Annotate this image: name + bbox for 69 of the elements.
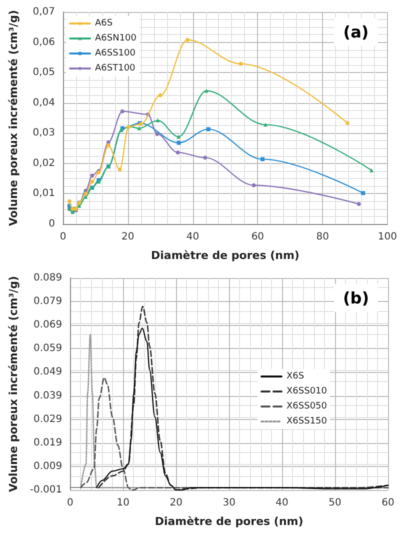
- x-tick-label: 20: [170, 498, 182, 508]
- legend-label: A6ST100: [95, 64, 136, 74]
- y-axis-title: Volume poreux incrémenté (cm³/g): [7, 276, 20, 492]
- point: [106, 143, 110, 148]
- legend-label: X6S: [286, 372, 304, 382]
- point: [346, 121, 350, 126]
- y-axis-title: Volume poreux incrémenté (cm³/g): [7, 10, 20, 226]
- y-tick-label: 0.009: [33, 460, 62, 472]
- y-tick-label: -0.001: [30, 484, 62, 496]
- point: [158, 93, 162, 98]
- point: [186, 38, 190, 42]
- annotation: (a): [343, 22, 369, 42]
- point: [156, 118, 160, 122]
- x-axis-title: Diamètre de pores (nm): [154, 515, 304, 528]
- y-tick-label: 0.019: [33, 437, 62, 448]
- x-tick-label: 100: [378, 232, 398, 242]
- y-tick-label: 0,06: [32, 36, 55, 48]
- y-tick-label: 0.029: [33, 414, 62, 425]
- legend-label: A6S: [95, 18, 113, 28]
- x-tick-label: 40: [276, 498, 288, 508]
- point: [263, 122, 268, 127]
- point: [361, 191, 366, 196]
- y-tick-label: 0,04: [32, 97, 55, 108]
- y-tick-label: 0.049: [33, 366, 62, 378]
- x-tick-label: 40: [186, 232, 200, 242]
- point: [106, 140, 110, 144]
- point: [137, 126, 142, 130]
- x-tick-label: 50: [328, 498, 342, 508]
- y-tick-label: 0.059: [33, 343, 62, 354]
- x-tick-label: 30: [222, 498, 236, 508]
- x-tick-label: 60: [382, 498, 394, 508]
- y-tick-label: 0.089: [33, 272, 62, 284]
- point: [90, 174, 94, 178]
- legend-label: X6SS050: [286, 402, 328, 412]
- point: [90, 180, 94, 184]
- y-tick-label: 0.039: [33, 390, 62, 402]
- point: [155, 132, 160, 136]
- point: [356, 202, 361, 206]
- x-tick-label: 20: [122, 232, 134, 242]
- annotation: (b): [342, 288, 370, 308]
- point: [176, 134, 181, 139]
- x-tick-label: 60: [251, 232, 264, 242]
- point: [67, 199, 72, 204]
- point: [238, 62, 243, 66]
- x-tick-label: 0: [66, 498, 74, 508]
- point: [206, 127, 210, 132]
- y-tick-label: 0,05: [32, 67, 55, 78]
- point: [203, 156, 208, 160]
- point: [252, 183, 256, 188]
- legend-label: A6SN100: [95, 34, 137, 44]
- point: [260, 157, 265, 162]
- x-tick-label: 10: [116, 498, 130, 508]
- x-tick-label: 80: [316, 232, 329, 242]
- legend-label: X6SS010: [286, 386, 328, 396]
- y-tick-label: 0,03: [32, 128, 55, 139]
- legend-label: X6SS150: [286, 416, 328, 426]
- y-tick-label: 0: [48, 218, 55, 230]
- point: [176, 140, 181, 145]
- y-tick-label: 0.069: [33, 320, 62, 331]
- legend-label: A6SS100: [95, 48, 136, 58]
- point: [120, 109, 124, 114]
- point: [176, 150, 180, 155]
- point: [370, 168, 374, 172]
- y-tick-label: 0,01: [32, 188, 55, 200]
- y-tick-label: 0,02: [32, 158, 55, 169]
- y-tick-label: 0,07: [32, 6, 55, 18]
- y-tick-label: 0.079: [33, 296, 62, 308]
- x-axis-title: Diamètre de pores (nm): [151, 249, 300, 262]
- point: [118, 167, 122, 172]
